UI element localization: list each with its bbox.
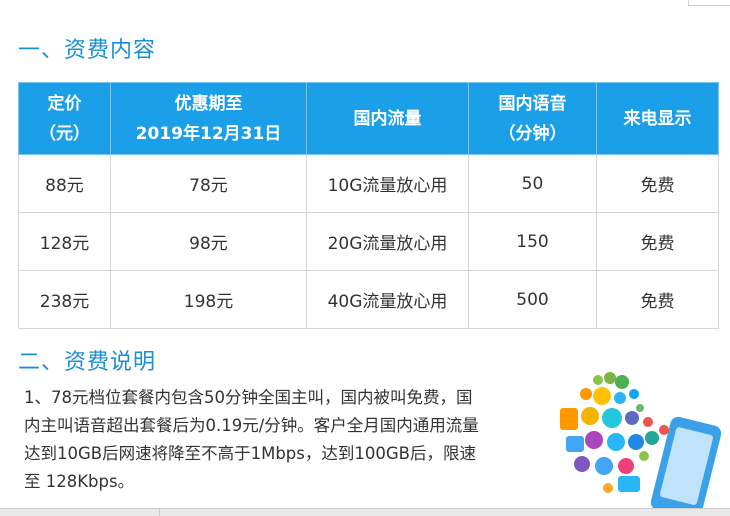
section-title-fees: 一、资费内容 [18,38,157,63]
cell-promo-price: 98元 [110,212,307,271]
cell-price: 128元 [18,212,111,271]
table-row: 128元 98元 20G流量放心用 150 免费 [18,212,719,271]
cell-price: 238元 [18,270,111,329]
smartphone-icon [650,416,722,516]
cell-voice-minutes: 50 [468,154,597,213]
smartphone-apps-illustration [560,372,722,516]
cell-price: 88元 [18,154,111,213]
desc-line: 内主叫语音超出套餐后为0.19元/分钟。客户全月国内通用流量 [24,416,479,435]
header-domestic-data: 国内流量 [306,82,469,155]
table-row: 88元 78元 10G流量放心用 50 免费 [18,154,719,213]
table-row: 238元 198元 40G流量放心用 500 免费 [18,270,719,329]
section-title-notes: 二、资费说明 [18,350,157,375]
cell-promo-price: 78元 [110,154,307,213]
cell-caller-id: 免费 [596,154,719,213]
fee-description: 1、78元档位套餐内包含50分钟全国主叫，国内被叫免费，国 内主叫语音超出套餐后… [24,384,554,496]
cell-caller-id: 免费 [596,212,719,271]
header-domestic-voice: 国内语音 （分钟） [468,82,597,155]
header-price: 定价 （元） [18,82,111,155]
bottom-scrollbar[interactable] [0,508,730,516]
cell-data: 40G流量放心用 [306,270,469,329]
top-corner [688,0,730,6]
header-promo-period: 优惠期至 2019年12月31日 [110,82,307,155]
cell-promo-price: 198元 [110,270,307,329]
desc-line: 1、78元档位套餐内包含50分钟全国主叫，国内被叫免费，国 [24,388,473,407]
table-header-row: 定价 （元） 优惠期至 2019年12月31日 国内流量 国内语音 （分钟） 来电显示 [18,82,719,155]
top-strip [0,0,730,6]
header-caller-id: 来电显示 [596,82,719,155]
cell-voice-minutes: 150 [468,212,597,271]
cell-data: 10G流量放心用 [306,154,469,213]
cell-caller-id: 免费 [596,270,719,329]
cell-data: 20G流量放心用 [306,212,469,271]
desc-line: 达到10GB后网速将降至不高于1Mbps，达到100GB后，限速 [24,444,476,463]
bottom-bar-segment [0,509,160,516]
desc-line: 至 128Kbps。 [24,472,135,491]
cell-voice-minutes: 500 [468,270,597,329]
pricing-table: 定价 （元） 优惠期至 2019年12月31日 国内流量 国内语音 （分钟） 来电显示… [18,82,719,329]
app-icon-cloud [560,372,669,493]
